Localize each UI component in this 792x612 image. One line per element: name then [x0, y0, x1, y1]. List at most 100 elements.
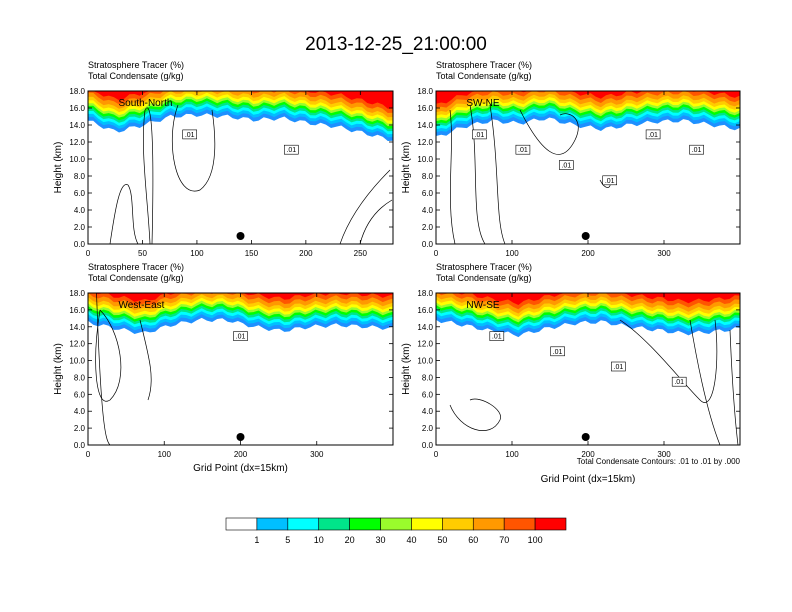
y-tick-label: 10.0 — [417, 155, 433, 164]
contour-label-box — [182, 129, 197, 140]
condensate-contour-2 — [489, 104, 506, 244]
contour-label: .01 — [518, 147, 528, 154]
x-tick-label: 0 — [86, 450, 91, 459]
y-tick-label: 6.0 — [74, 390, 86, 399]
x-axis-label: Grid Point (dx=15km) — [541, 474, 636, 485]
colorbar-swatch — [225, 517, 258, 531]
condensate-contour-0 — [619, 319, 718, 403]
colorbar-label: 1 — [254, 535, 259, 545]
y-tick-label: 0.0 — [74, 441, 86, 450]
x-tick-label: 100 — [190, 249, 204, 258]
y-tick-label: 18.0 — [69, 289, 85, 298]
x-tick-label: 0 — [434, 450, 439, 459]
colorbar-label: 100 — [528, 535, 543, 545]
x-tick-label: 0 — [86, 249, 91, 258]
y-tick-label: 12.0 — [69, 340, 85, 349]
contour-label-box — [489, 331, 505, 341]
colorbar-label: 50 — [437, 535, 447, 545]
y-tick-label: 8.0 — [74, 172, 86, 181]
y-tick-label: 0.0 — [422, 441, 434, 450]
colorbar-label: 20 — [345, 535, 355, 545]
contour-label-box — [645, 129, 661, 140]
y-tick-label: 18.0 — [417, 289, 433, 298]
y-tick-label: 16.0 — [417, 306, 433, 315]
y-tick-label: 4.0 — [74, 407, 86, 416]
x-tick-label: 100 — [505, 249, 519, 258]
y-tick-label: 6.0 — [422, 390, 434, 399]
location-marker — [236, 232, 245, 240]
panel-nw-se: .01 .01 .01 .01 NW-SE Stratosphere Tracer (%)… — [401, 262, 741, 485]
condensate-contour-4 — [359, 199, 393, 244]
y-tick-label: 2.0 — [422, 223, 434, 232]
contour-label-box — [233, 331, 248, 341]
y-tick-label: 2.0 — [422, 424, 434, 433]
y-tick-label: 2.0 — [74, 223, 86, 232]
contour-label-box — [602, 175, 618, 186]
x-tick-label: 300 — [657, 249, 671, 258]
y-tick-label: 16.0 — [69, 104, 85, 113]
x-tick-label: 200 — [299, 249, 313, 258]
condensate-contour-2 — [109, 184, 139, 244]
contour-label: .01 — [236, 334, 246, 341]
x-tick-label: 100 — [505, 450, 519, 459]
y-tick-label: 14.0 — [69, 121, 85, 130]
y-tick-label: 16.0 — [417, 104, 433, 113]
contour-footnote: Total Condensate Contours: .01 to .01 by… — [577, 457, 741, 466]
y-tick-label: 4.0 — [422, 407, 434, 416]
y-tick-label: 10.0 — [417, 357, 433, 366]
panel-subtitle-2: Total Condensate (g/kg) — [436, 273, 532, 283]
colorbar-label: 40 — [406, 535, 416, 545]
y-tick-label: 6.0 — [74, 189, 86, 198]
condensate-contour-3 — [519, 109, 579, 155]
condensate-contour-2 — [729, 329, 739, 445]
x-axis-label: Grid Point (dx=15km) — [193, 463, 288, 474]
y-tick-label: 18.0 — [417, 87, 433, 96]
contour-label-box — [283, 144, 299, 155]
contour-label: .01 — [614, 364, 624, 371]
colorbar-swatch — [534, 517, 567, 531]
y-tick-label: 8.0 — [422, 172, 434, 181]
contour-label: .01 — [561, 163, 571, 170]
tracer-band-70 — [436, 91, 740, 113]
y-tick-label: 6.0 — [422, 189, 434, 198]
contour-label-box — [558, 160, 574, 170]
x-tick-label: 250 — [354, 249, 368, 258]
colorbar-swatch — [503, 517, 536, 531]
y-tick-label: 8.0 — [74, 373, 86, 382]
colorbar-swatch — [318, 517, 350, 531]
panels: .01 .01 South-North Stratosphere Tracer (%)… — [53, 60, 741, 485]
panel-south-north: .01 .01 South-North Stratosphere Tracer (%)… — [53, 60, 394, 258]
tracer-band-70 — [88, 91, 393, 118]
x-tick-label: 150 — [245, 249, 259, 258]
y-tick-label: 16.0 — [69, 306, 85, 315]
colorbar-swatch — [349, 517, 381, 531]
panel-subtitle-2: Total Condensate (g/kg) — [436, 71, 532, 81]
x-tick-label: 300 — [657, 450, 671, 459]
panel-sw-ne: .01 .01 .01 .01 .01 .01 SW-NE Stratosphere Trac… — [401, 60, 741, 258]
panel-subtitle-2: Total Condensate (g/kg) — [88, 273, 184, 283]
condensate-contour-3 — [339, 169, 391, 244]
y-axis-label: Height (km) — [53, 142, 64, 194]
contour-label-box — [515, 144, 531, 155]
condensate-contour-1 — [469, 104, 486, 244]
location-marker — [236, 433, 245, 441]
colorbar-swatch — [380, 517, 412, 531]
cross-section-label: SW-NE — [466, 98, 499, 109]
x-tick-label: 300 — [310, 450, 324, 459]
colorbar-swatch — [442, 517, 474, 531]
condensate-contour-2 — [96, 293, 111, 445]
panel-subtitle-1: Stratosphere Tracer (%) — [88, 60, 184, 70]
tracer-band-top — [88, 91, 393, 109]
y-tick-label: 10.0 — [69, 155, 85, 164]
location-marker — [581, 232, 590, 240]
x-tick-label: 200 — [234, 450, 248, 459]
cross-section-label: NW-SE — [466, 300, 499, 311]
plot-area: .01 .01 — [88, 91, 393, 244]
x-tick-label: 100 — [158, 450, 172, 459]
colorbar-label: 30 — [375, 535, 385, 545]
condensate-contour-0 — [143, 107, 154, 244]
colorbar-swatch — [411, 517, 443, 531]
y-tick-label: 12.0 — [417, 138, 433, 147]
contour-label-box — [550, 346, 565, 357]
